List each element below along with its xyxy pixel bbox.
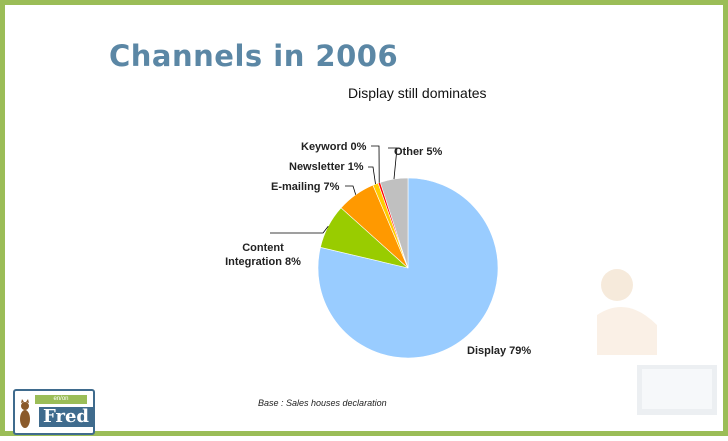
- slice-label-other: Other 5%: [394, 146, 443, 158]
- slice-label-newsletter: Newsletter 1%: [289, 161, 364, 173]
- pie-slices: [317, 177, 499, 359]
- logo-text: Fred: [39, 407, 93, 427]
- slice-label-content-integration: Content Integration 8%: [225, 242, 301, 268]
- pie-labels: Display 79% Content Integration 8% E-mailin…: [225, 141, 531, 357]
- background-laptop-illustration: [597, 269, 717, 415]
- slice-label-display: Display 79%: [467, 345, 531, 357]
- cat-icon: [20, 399, 30, 428]
- fred-logo: en/on Fred: [13, 389, 95, 435]
- leader-line-keyword: [371, 145, 380, 183]
- slide-title: Channels in 2006: [109, 39, 399, 73]
- slice-label-keyword: Keyword 0%: [301, 141, 367, 153]
- leader-line-e-mailing: [345, 185, 357, 195]
- leader-line-other: [388, 147, 398, 180]
- pie-leader-lines: [270, 145, 398, 234]
- chart-subtitle: Display still dominates: [348, 85, 487, 101]
- slice-label-e-mailing: E-mailing 7%: [271, 181, 340, 193]
- logo-band: en/on: [35, 395, 87, 404]
- base-footnote: Base : Sales houses declaration: [258, 398, 387, 408]
- pie-chart: Display 79% Content Integration 8% E-mailin…: [225, 141, 531, 359]
- leader-line-newsletter: [368, 166, 376, 185]
- leader-line-content-integration: [270, 226, 329, 234]
